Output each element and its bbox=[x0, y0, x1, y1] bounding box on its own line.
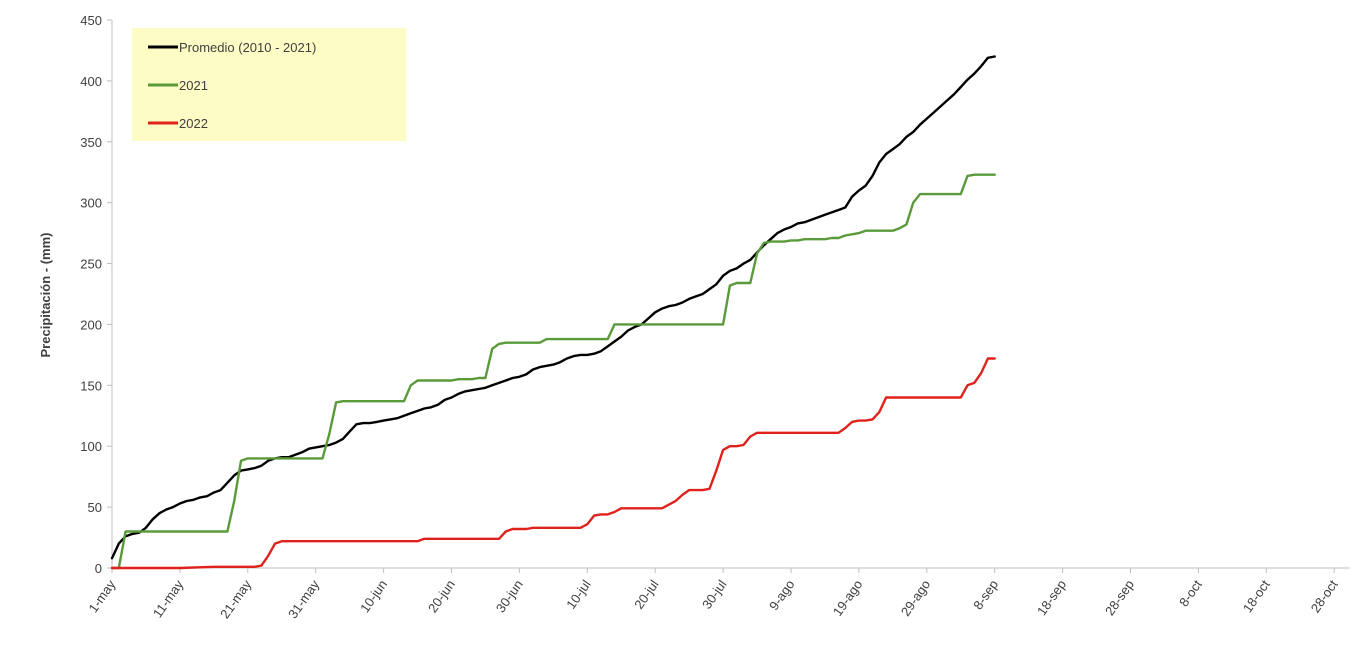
x-tick-label: 18-oct bbox=[1240, 577, 1273, 616]
series-line-0 bbox=[110, 55, 996, 560]
x-tick-label: 20-jul bbox=[631, 577, 662, 612]
x-tick-label: 30-jul bbox=[699, 577, 730, 612]
y-tick-label: 100 bbox=[80, 439, 102, 454]
x-tick-label: 18-sep bbox=[1034, 577, 1069, 618]
y-tick-label: 350 bbox=[80, 135, 102, 150]
legend-label-2: 2022 bbox=[179, 116, 208, 131]
x-tick-label: 10-jul bbox=[563, 577, 594, 612]
y-tick-label: 450 bbox=[80, 13, 102, 28]
legend-label-0: Promedio (2010 - 2021) bbox=[179, 40, 316, 55]
x-tick-label: 20-jun bbox=[425, 577, 458, 615]
y-tick-label: 150 bbox=[80, 378, 102, 393]
x-tick-label: 28-oct bbox=[1308, 577, 1341, 616]
x-tick-label: 9-ago bbox=[766, 577, 797, 613]
legend: Promedio (2010 - 2021) 2021 2022 bbox=[132, 28, 406, 141]
x-tick-label: 1-may bbox=[85, 577, 118, 616]
y-axis-title: Precipitación - (mm) bbox=[38, 233, 53, 358]
x-tick-label: 30-jun bbox=[493, 577, 526, 615]
x-tick-label: 31-may bbox=[285, 577, 322, 622]
series-line-1 bbox=[110, 173, 996, 570]
series-layer bbox=[110, 55, 996, 570]
y-tick-label: 200 bbox=[80, 317, 102, 332]
x-tick-label: 28-sep bbox=[1102, 577, 1137, 618]
series-line-2 bbox=[110, 357, 996, 570]
x-tick-label: 8-oct bbox=[1176, 577, 1205, 610]
x-tick-label: 21-may bbox=[217, 577, 254, 622]
x-tick-label: 8-sep bbox=[970, 577, 1001, 612]
x-tick-label: 11-may bbox=[150, 577, 187, 621]
y-tick-label: 0 bbox=[95, 561, 102, 576]
x-tick-label: 19-ago bbox=[830, 577, 866, 619]
x-tick-label: 10-jun bbox=[357, 577, 390, 615]
y-tick-label: 250 bbox=[80, 257, 102, 272]
x-tick-label: 29-ago bbox=[898, 577, 934, 619]
y-tick-label: 50 bbox=[88, 500, 102, 515]
y-tick-label: 400 bbox=[80, 74, 102, 89]
legend-label-1: 2021 bbox=[179, 78, 208, 93]
y-tick-label: 300 bbox=[80, 196, 102, 211]
